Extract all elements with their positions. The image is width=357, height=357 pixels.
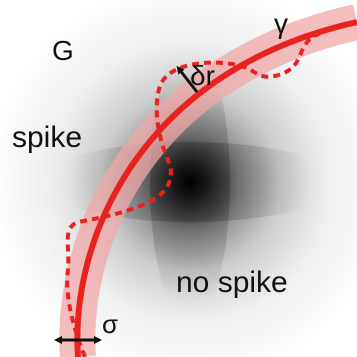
region-label: G — [52, 35, 74, 66]
no-spike-label: no spike — [176, 266, 288, 299]
spike-label: spike — [12, 121, 82, 154]
curve-label: γ — [274, 8, 288, 39]
boundary-curve — [74, 19, 357, 357]
band-width-label: σ — [102, 309, 118, 339]
displacement-label: δr — [190, 60, 215, 91]
displacement-arrow — [176, 65, 199, 93]
